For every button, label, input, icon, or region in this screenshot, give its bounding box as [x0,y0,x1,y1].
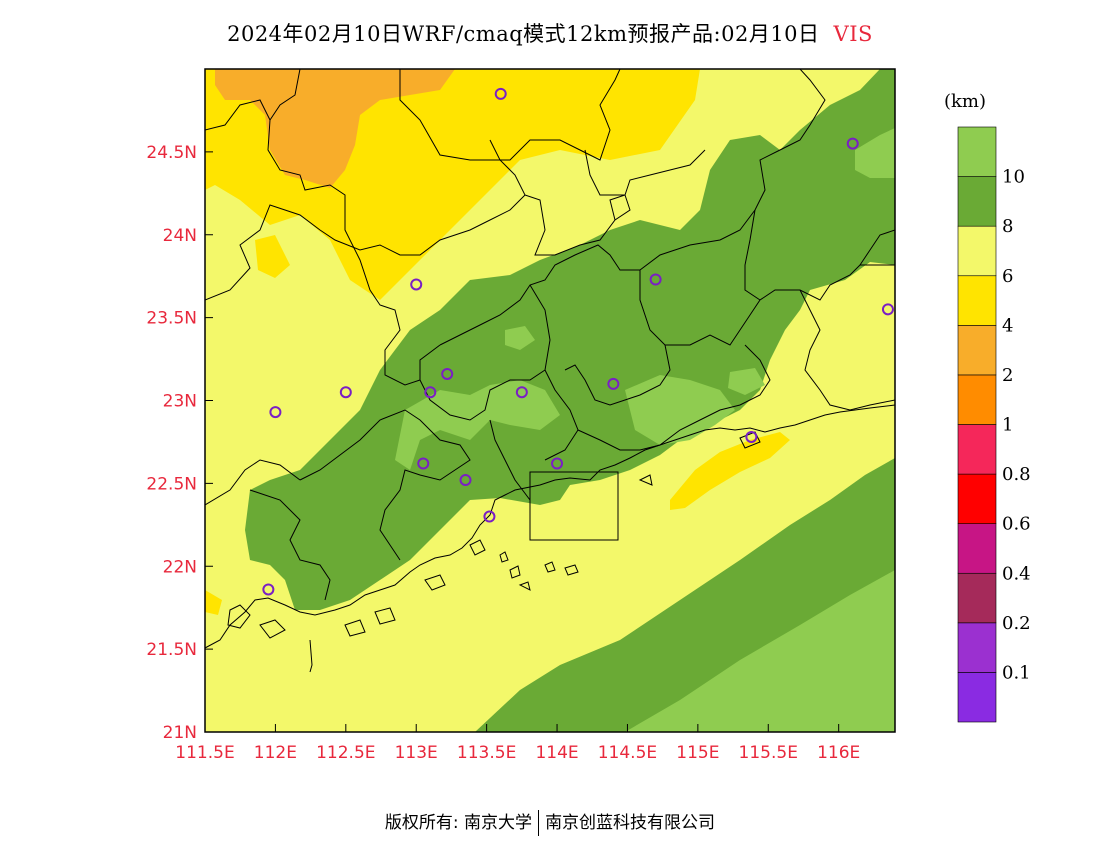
vis-band-10-plus-mid [625,375,735,445]
vis-band-4-6-sea [670,432,790,510]
title-variable: VIS [833,22,873,46]
station-marker [551,457,564,470]
vis-band-10-plus-sea [625,570,895,732]
lon-tick-label: 114E [535,743,578,763]
hk-box [529,471,619,541]
visibility-field [205,69,895,732]
lon-tick-label: 111.5E [175,743,234,763]
lat-tick-label: 22N [163,557,197,577]
legend-label: 4 [1002,315,1013,336]
coastline [205,404,895,673]
admin-boundaries [205,69,895,601]
legend-swatch [957,374,997,425]
station-marker [441,367,454,380]
vis-band-10-plus-north [505,326,535,350]
station-marker [494,87,507,100]
legend-swatch [957,325,997,376]
lon-tick-label: 113E [395,743,438,763]
lon-tick-label: 115E [676,743,719,763]
legend-colorbar: (km) 0.1 0.2 0.4 0.6 0.8 1 2 4 6 8 10 [944,91,1031,723]
visibility-map: 111.5E 112E 112.5E 113E 113.5E 114E 114.5E 115E… [146,68,1031,763]
vis-band-4-6-west [255,235,290,278]
legend-swatch [957,225,997,277]
legend-swatch [957,672,997,723]
legend-label: 0.4 [1002,563,1031,584]
station-marker [846,137,859,150]
station-marker [745,430,758,443]
legend-unit: (km) [944,91,986,112]
lon-tick-label: 115.5E [739,743,798,763]
lon-tick-label: 113.5E [457,743,516,763]
legend-swatch [957,572,997,624]
lat-tick-label: 23N [163,392,197,412]
lat-tick-label: 22.5N [146,474,197,494]
lat-tick-label: 21.5N [146,640,197,660]
legend-label: 1 [1002,415,1013,436]
lon-tick-label: 112E [254,743,297,763]
legend-label: 0.1 [1002,662,1031,683]
vis-band-8-10-land [245,69,895,610]
footer: 版权所有: 南京大学 南京创蓝科技有限公司 [0,808,1100,836]
station-marker [339,386,352,399]
legend-label: 6 [1002,266,1013,287]
lon-tick-label: 114.5E [598,743,657,763]
station-marker [515,386,528,399]
footer-right: 南京创蓝科技有限公司 [545,813,716,833]
lat-tick-label: 23.5N [146,309,197,329]
station-marker [262,583,275,596]
map-title: 2024年02月10日WRF/cmaq模式12km预报产品:02月10日 VIS [0,18,1100,48]
station-marker [417,457,430,470]
lat-tick-label: 24N [163,226,197,246]
lon-tick-label: 112.5E [316,743,375,763]
vis-band-2-4 [215,69,455,188]
lat-tick-label: 24.5N [146,143,197,163]
lon-tick-label: 116E [817,743,860,763]
legend-label: 0.8 [1002,464,1031,485]
latitude-axis: 21N 21.5N 22N 22.5N 23N 23.5N 24N 24.5N [146,143,213,743]
legend-label: 8 [1002,216,1013,237]
station-markers [262,87,894,596]
legend-label: 0.6 [1002,514,1031,535]
legend-swatch [957,424,997,475]
station-marker [649,273,662,286]
lat-tick-label: 21N [163,723,197,743]
station-marker [881,303,894,316]
footer-divider [538,810,540,836]
legend-swatch [957,275,997,326]
legend-label: 0.2 [1002,613,1031,634]
legend-label: 2 [1002,365,1013,386]
legend-swatch [957,473,997,524]
legend-label: 10 [1002,167,1025,188]
station-marker [410,278,423,291]
legend-swatch [957,126,997,177]
station-marker [424,386,437,399]
vis-band-10-plus-delta [395,380,560,470]
vis-band-10-plus-small [728,368,765,395]
footer-left: 版权所有: 南京大学 [384,813,533,833]
longitude-axis: 111.5E 112E 112.5E 113E 113.5E 114E 114.5E 115E… [175,724,860,763]
legend-swatch [957,176,997,227]
station-marker [459,474,472,487]
station-marker [607,377,620,390]
station-marker [483,510,496,523]
station-marker [269,406,282,419]
title-main: 2024年02月10日WRF/cmaq模式12km预报产品:02月10日 [227,22,820,46]
legend-swatch [957,523,997,574]
legend-swatch [957,622,997,673]
vis-band-4-6-southwest [205,590,222,615]
vis-band-10-plus-east [855,128,895,178]
